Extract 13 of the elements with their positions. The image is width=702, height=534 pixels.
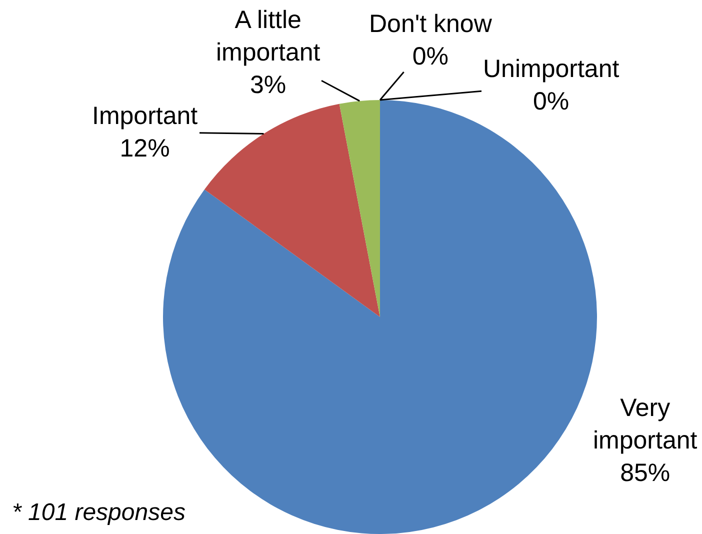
slice-label: Very important — [593, 394, 698, 454]
text: 0% — [412, 42, 449, 70]
data-label: 85% — [620, 459, 670, 487]
data-label: 12% — [120, 134, 170, 162]
slice-label: Important — [92, 102, 198, 130]
text: * 101 responses — [12, 499, 186, 526]
category-label: Unimportant — [483, 55, 620, 83]
data-label: 3% — [250, 71, 286, 99]
pie-slice — [204, 104, 380, 317]
text: 0% — [533, 88, 570, 116]
pie-slice — [339, 100, 380, 317]
category-label: Don't know — [369, 10, 492, 38]
slice-label: A little important — [216, 6, 320, 66]
